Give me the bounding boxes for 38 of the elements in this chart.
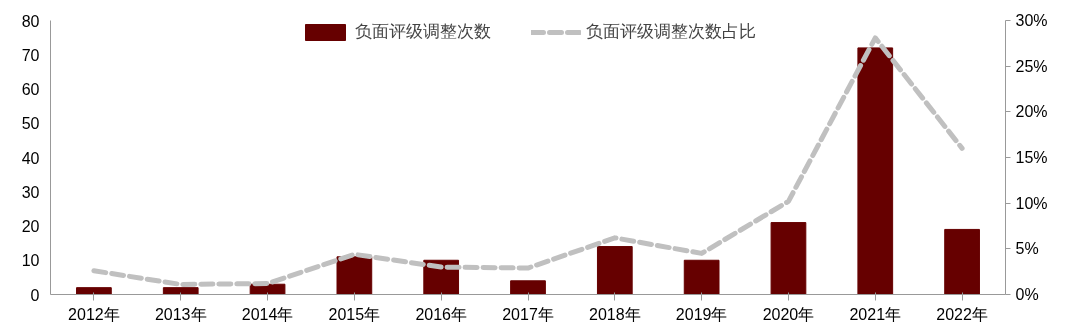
y2-tick-label: 0% — [1015, 286, 1039, 303]
bar — [944, 228, 980, 295]
x-tick-label: 2017年 — [502, 305, 554, 323]
x-tick-label: 2022年 — [936, 305, 988, 323]
y2-tick-label: 25% — [1015, 57, 1048, 75]
y2-tick-label: 30% — [1015, 12, 1048, 29]
y-tick-label: 10 — [21, 252, 40, 270]
bar — [857, 47, 894, 295]
y-tick-label: 30 — [21, 183, 40, 201]
bar — [770, 222, 807, 295]
y-tick-label: 50 — [21, 115, 40, 133]
x-tick-label: 2019年 — [675, 305, 728, 323]
y-tick-label: 80 — [21, 12, 40, 30]
bar — [683, 259, 720, 295]
y2-tick-label: 10% — [1015, 194, 1048, 212]
y-tick-label: 0 — [30, 286, 40, 304]
y2-tick-label: 20% — [1015, 103, 1048, 121]
x-tick-label: 2015年 — [328, 305, 381, 323]
x-tick-label: 2016年 — [415, 305, 467, 323]
y-tick-label: 40 — [21, 149, 40, 167]
y2-tick-label: 15% — [1015, 149, 1048, 166]
bar — [162, 287, 199, 295]
bar — [510, 280, 546, 295]
x-tick-label: 2018年 — [589, 305, 641, 323]
y-tick-label: 60 — [21, 81, 40, 98]
x-tick-label: 2020年 — [762, 305, 815, 323]
y2-tick-label: 5% — [1015, 240, 1039, 258]
x-tick-label: 2021年 — [849, 305, 902, 323]
x-tick-label: 2013年 — [154, 305, 207, 323]
legend-label: 负面评级调整次数占比 — [585, 21, 756, 43]
x-tick-label: 2012年 — [68, 305, 120, 323]
legend-label: 负面评级调整次数 — [354, 21, 491, 43]
bar — [336, 256, 373, 295]
bar — [596, 246, 633, 295]
y-tick-label: 70 — [21, 46, 40, 64]
y-tick-label: 20 — [21, 218, 40, 235]
x-tick-label: 2014年 — [241, 305, 294, 323]
bar — [76, 287, 112, 295]
